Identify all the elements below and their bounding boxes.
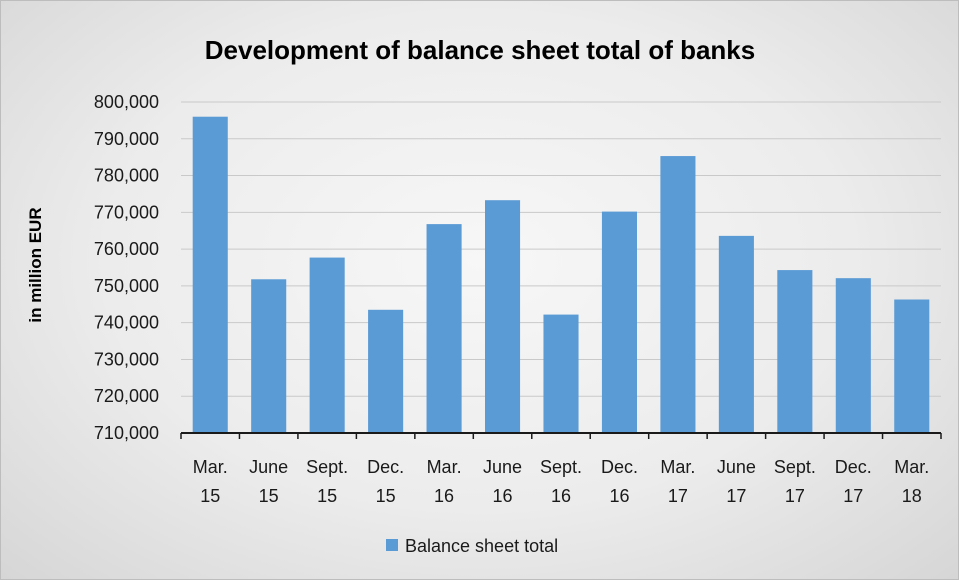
x-tick-label: Mar. 16 bbox=[427, 457, 462, 506]
x-tick-label-line: 16 bbox=[609, 486, 629, 506]
x-tick-label-line: 15 bbox=[376, 486, 396, 506]
bars bbox=[192, 116, 930, 433]
x-tick-label-line: 17 bbox=[726, 486, 746, 506]
x-tick-label-line: 18 bbox=[902, 486, 922, 506]
x-tick-label-line: Sept. bbox=[774, 457, 816, 477]
y-tick-label: 750,000 bbox=[94, 276, 159, 296]
x-tick-label: Dec. 15 bbox=[367, 457, 404, 506]
x-tick-label-line: Mar. bbox=[193, 457, 228, 477]
bar bbox=[777, 270, 813, 433]
bar bbox=[718, 235, 754, 433]
x-tick-label: Mar. 15 bbox=[193, 457, 228, 506]
x-tick-label-line: Mar. bbox=[894, 457, 929, 477]
y-axis-ticks: 710,000 720,000 730,000 740,000 750,000 760,0… bbox=[94, 92, 159, 443]
x-tick-label: June 15 bbox=[249, 457, 288, 506]
x-tick-label-line: June bbox=[483, 457, 522, 477]
x-tick-label-line: 15 bbox=[259, 486, 279, 506]
gridlines bbox=[181, 101, 941, 397]
x-tick-label-line: 16 bbox=[493, 486, 513, 506]
x-tick-label-line: June bbox=[249, 457, 288, 477]
bar bbox=[894, 299, 930, 433]
x-tick-label-line: Mar. bbox=[660, 457, 695, 477]
bar bbox=[192, 116, 228, 433]
chart-title: Development of balance sheet total of ba… bbox=[205, 35, 755, 65]
x-tick-label-line: 17 bbox=[843, 486, 863, 506]
bar bbox=[543, 314, 579, 433]
bar bbox=[835, 278, 871, 433]
x-tick-label: Dec. 17 bbox=[835, 457, 872, 506]
x-tick-label: Dec. 16 bbox=[601, 457, 638, 506]
legend-label: Balance sheet total bbox=[405, 536, 558, 556]
bar bbox=[601, 211, 637, 433]
x-tick-label-line: June bbox=[717, 457, 756, 477]
y-tick-label: 790,000 bbox=[94, 129, 159, 149]
x-tick-label: Mar. 17 bbox=[660, 457, 695, 506]
x-tick-label-line: 15 bbox=[200, 486, 220, 506]
x-tick-label: Sept. 16 bbox=[540, 457, 582, 506]
x-tick-label-line: Sept. bbox=[306, 457, 348, 477]
x-tick-label: June 16 bbox=[483, 457, 522, 506]
x-tick-label-line: Dec. bbox=[835, 457, 872, 477]
x-tick-label-line: 17 bbox=[785, 486, 805, 506]
legend-swatch bbox=[386, 539, 398, 551]
y-tick-label: 800,000 bbox=[94, 92, 159, 112]
x-tick-label-line: 15 bbox=[317, 486, 337, 506]
x-tick-label-line: Mar. bbox=[427, 457, 462, 477]
x-tick-label-line: 16 bbox=[434, 486, 454, 506]
y-tick-label: 730,000 bbox=[94, 349, 159, 369]
y-tick-label: 740,000 bbox=[94, 313, 159, 333]
bar bbox=[660, 156, 696, 433]
x-axis bbox=[180, 432, 942, 439]
bar bbox=[309, 257, 345, 433]
x-tick-label: Mar. 18 bbox=[894, 457, 929, 506]
x-tick-label-line: 17 bbox=[668, 486, 688, 506]
legend: Balance sheet total bbox=[386, 536, 558, 556]
bar bbox=[426, 224, 462, 433]
x-tick-label: June 17 bbox=[717, 457, 756, 506]
y-tick-label: 710,000 bbox=[94, 423, 159, 443]
x-tick-label: Sept. 15 bbox=[306, 457, 348, 506]
x-tick-label: Sept. 17 bbox=[774, 457, 816, 506]
bar bbox=[368, 309, 404, 433]
x-tick-label-line: Dec. bbox=[601, 457, 638, 477]
y-tick-label: 780,000 bbox=[94, 166, 159, 186]
bar bbox=[251, 279, 287, 433]
bar bbox=[485, 200, 521, 433]
y-tick-label: 760,000 bbox=[94, 239, 159, 259]
y-axis-label: in million EUR bbox=[26, 207, 45, 322]
x-tick-label-line: 16 bbox=[551, 486, 571, 506]
y-tick-label: 770,000 bbox=[94, 202, 159, 222]
y-tick-label: 720,000 bbox=[94, 386, 159, 406]
x-tick-label-line: Dec. bbox=[367, 457, 404, 477]
x-tick-label-line: Sept. bbox=[540, 457, 582, 477]
